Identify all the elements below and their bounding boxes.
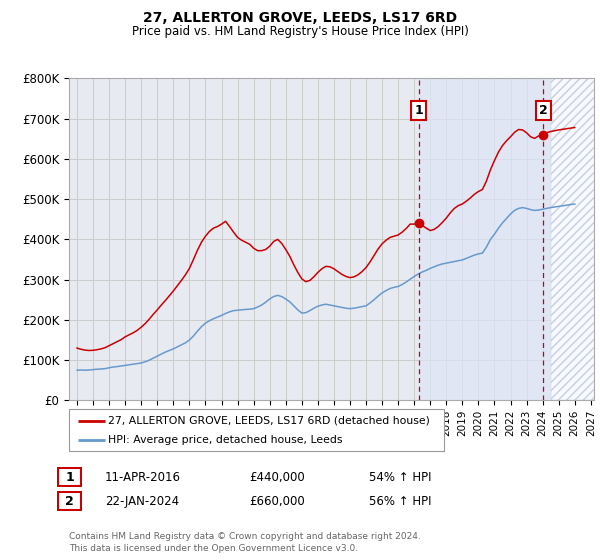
Text: 54% ↑ HPI: 54% ↑ HPI bbox=[369, 470, 431, 484]
FancyBboxPatch shape bbox=[58, 492, 81, 510]
Text: 1: 1 bbox=[65, 470, 74, 484]
Text: £440,000: £440,000 bbox=[249, 470, 305, 484]
Bar bbox=[551, 78, 599, 400]
Text: HPI: Average price, detached house, Leeds: HPI: Average price, detached house, Leed… bbox=[109, 435, 343, 445]
Text: 27, ALLERTON GROVE, LEEDS, LS17 6RD: 27, ALLERTON GROVE, LEEDS, LS17 6RD bbox=[143, 11, 457, 25]
Text: 27, ALLERTON GROVE, LEEDS, LS17 6RD (detached house): 27, ALLERTON GROVE, LEEDS, LS17 6RD (det… bbox=[109, 416, 430, 426]
Text: 56% ↑ HPI: 56% ↑ HPI bbox=[369, 494, 431, 508]
FancyBboxPatch shape bbox=[69, 409, 444, 451]
FancyBboxPatch shape bbox=[58, 468, 81, 486]
Text: 11-APR-2016: 11-APR-2016 bbox=[105, 470, 181, 484]
Bar bbox=[419, 78, 599, 400]
Text: 2: 2 bbox=[65, 494, 74, 508]
Text: Price paid vs. HM Land Registry's House Price Index (HPI): Price paid vs. HM Land Registry's House … bbox=[131, 25, 469, 38]
Text: Contains HM Land Registry data © Crown copyright and database right 2024.
This d: Contains HM Land Registry data © Crown c… bbox=[69, 533, 421, 553]
Text: £660,000: £660,000 bbox=[249, 494, 305, 508]
Text: 22-JAN-2024: 22-JAN-2024 bbox=[105, 494, 179, 508]
Text: 1: 1 bbox=[415, 104, 424, 117]
Text: 2: 2 bbox=[539, 104, 548, 117]
